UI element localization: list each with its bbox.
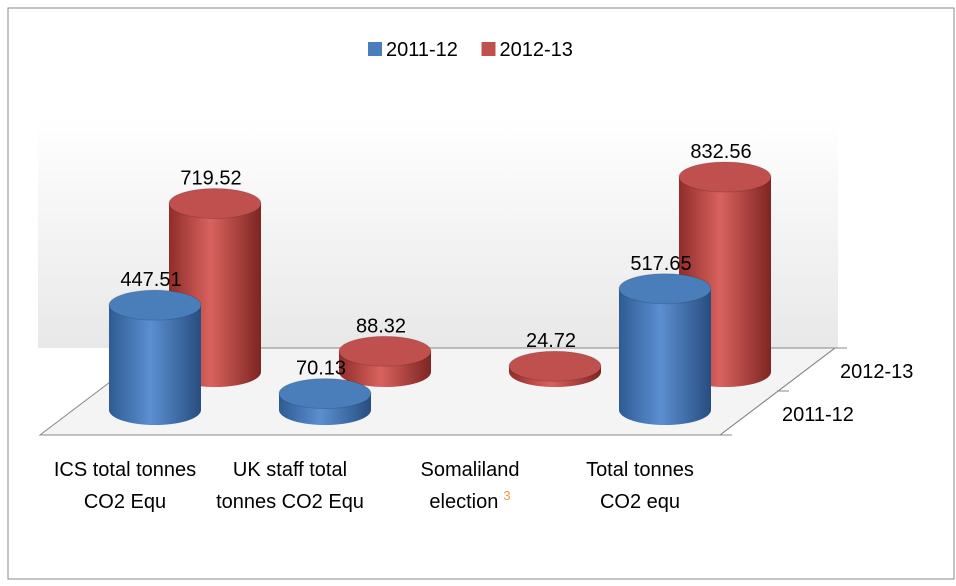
data-label: 447.51 bbox=[120, 269, 181, 291]
cylinder-top bbox=[508, 350, 602, 382]
data-label: 517.65 bbox=[630, 253, 691, 275]
cylinder bbox=[278, 378, 372, 425]
cylinder-body bbox=[109, 305, 201, 425]
data-label: 832.56 bbox=[690, 141, 751, 163]
legend-swatch bbox=[481, 42, 496, 56]
cylinder-top bbox=[278, 378, 372, 410]
cylinder bbox=[108, 289, 202, 425]
depth-label: 2011-12 bbox=[782, 404, 854, 426]
cylinder-top bbox=[678, 161, 772, 193]
legend-label: 2011-12 bbox=[386, 39, 458, 61]
cylinder-top bbox=[168, 187, 262, 219]
legend: 2011-12 2012-13 bbox=[368, 39, 573, 61]
data-label: 24.72 bbox=[526, 330, 576, 352]
x-tick-label: ICS total tonnes CO2 Equ bbox=[54, 459, 196, 513]
x-tick-label: Total tonnes CO2 equ bbox=[586, 459, 694, 513]
data-label: 719.52 bbox=[180, 167, 241, 189]
data-label: 70.13 bbox=[296, 358, 346, 380]
cylinder bbox=[338, 335, 432, 387]
cylinder bbox=[508, 350, 602, 387]
legend-label: 2012-13 bbox=[500, 39, 573, 61]
x-tick-label: Somaliland election 3 bbox=[421, 459, 520, 513]
footnote-mark: 3 bbox=[503, 488, 510, 503]
data-label: 88.32 bbox=[356, 315, 406, 337]
x-tick-label: UK staff total tonnes CO2 Equ bbox=[216, 459, 364, 513]
cylinder-top bbox=[338, 335, 432, 367]
legend-swatch bbox=[368, 42, 382, 56]
cylinder bbox=[618, 273, 712, 425]
depth-label: 2012-13 bbox=[840, 361, 913, 383]
cylinder-top bbox=[618, 273, 712, 305]
cylinder-body bbox=[619, 288, 711, 425]
cylinder-top bbox=[108, 289, 202, 321]
